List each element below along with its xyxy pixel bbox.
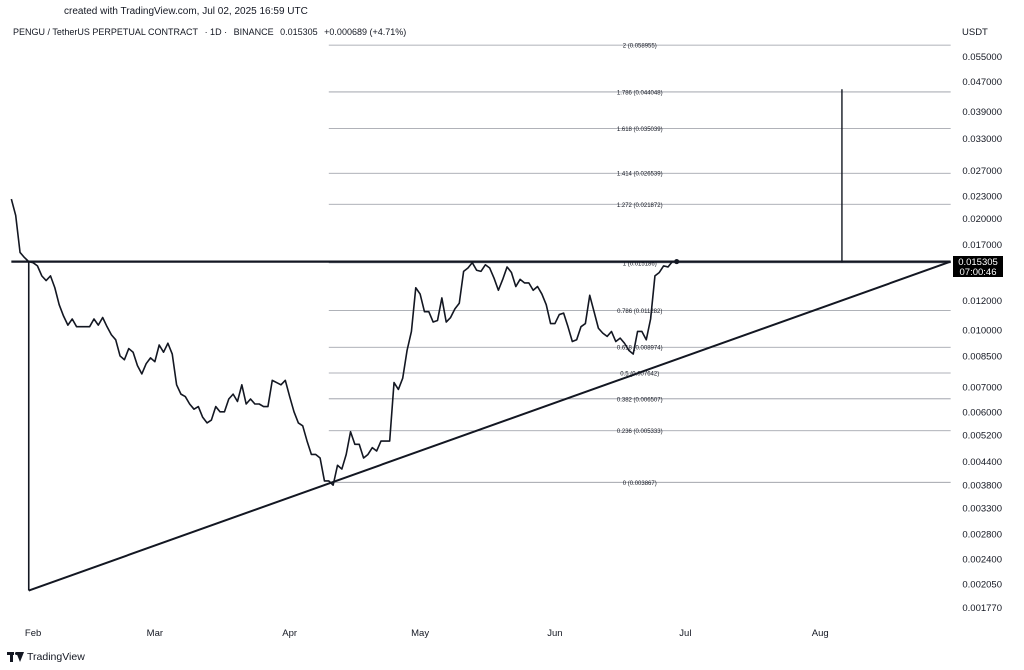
- price-axis[interactable]: 0.055000 0.047000 0.039000 0.033000 0.027000…: [962, 52, 1002, 614]
- time-axis-tick: Mar: [147, 628, 163, 639]
- last-price-dot: [674, 258, 680, 265]
- fib-level-label: 0.236 (0.005333): [617, 429, 663, 435]
- price-axis-tick: 0.003300: [962, 503, 1002, 514]
- tradingview-logo-icon: [7, 652, 24, 662]
- ascending-support-line[interactable]: [28, 260, 951, 592]
- bar-countdown: 07:00:46: [960, 267, 997, 278]
- last-price: 0.015305: [280, 27, 318, 37]
- price-axis-tick: 0.010000: [962, 325, 1002, 336]
- price-axis-tick: 0.033000: [962, 134, 1002, 145]
- price-axis-tick: 0.005200: [962, 430, 1002, 441]
- current-price-label: 0.015305 07:00:46: [953, 256, 1003, 278]
- fib-level-label: 2 (0.058955): [623, 44, 657, 50]
- price-axis-tick: 0.004400: [962, 457, 1002, 468]
- fib-level-label: 1.272 (0.021872): [617, 203, 663, 209]
- price-axis-tick: 0.023000: [962, 192, 1002, 203]
- fib-level-label: 0.382 (0.006507): [617, 397, 663, 403]
- price-axis-tick: 0.017000: [962, 240, 1002, 251]
- interval[interactable]: · 1D ·: [204, 27, 228, 37]
- price-axis-tick: 0.001770: [962, 603, 1002, 614]
- time-axis-tick: Apr: [282, 628, 297, 639]
- time-axis[interactable]: Feb Mar Apr May Jun Jul Aug: [25, 628, 829, 639]
- exchange: BINANCE: [233, 27, 274, 37]
- price-axis-tick: 0.002050: [962, 580, 1002, 591]
- price-axis-tick: 0.003800: [962, 481, 1002, 492]
- time-axis-tick: Jun: [547, 628, 562, 639]
- fib-level-label: 0 (0.003867): [623, 481, 657, 487]
- current-price-value: 0.015305: [958, 257, 998, 268]
- symbol-name[interactable]: PENGU / TetherUS PERPETUAL CONTRACT: [13, 27, 199, 37]
- price-axis-tick: 0.002800: [962, 530, 1002, 541]
- trend-drawings[interactable]: [11, 89, 951, 592]
- price-axis-tick: 0.008500: [962, 351, 1002, 362]
- price-axis-tick: 0.055000: [962, 52, 1002, 63]
- fib-level-label: 1.414 (0.026539): [617, 172, 663, 178]
- time-axis-tick: May: [411, 628, 429, 639]
- fib-level-label: 1.618 (0.035039): [617, 127, 663, 133]
- fibonacci-extension[interactable]: 2 (0.058955) 1.786 (0.044048) 1.618 (0.035…: [328, 44, 951, 487]
- price-axis-tick: 0.039000: [962, 107, 1002, 118]
- price-axis-tick: 0.007000: [962, 383, 1002, 394]
- price-series-line: [10, 198, 673, 486]
- fib-level-label: 0.5 (0.007642): [620, 372, 659, 378]
- price-axis-tick: 0.006000: [962, 407, 1002, 418]
- currency-label[interactable]: USDT: [962, 27, 988, 38]
- symbol-header: PENGU / TetherUS PERPETUAL CONTRACT · 1D…: [13, 27, 410, 37]
- price-change: +0.000689 (+4.71%): [324, 27, 407, 37]
- price-axis-tick: 0.027000: [962, 166, 1002, 177]
- time-axis-tick: Feb: [25, 628, 41, 639]
- fib-level-label: 1 (0.015186): [623, 261, 657, 267]
- price-axis-tick: 0.012000: [962, 296, 1002, 307]
- fib-level-label: 0.618 (0.008974): [617, 346, 663, 352]
- brand-name: TradingView: [27, 651, 85, 663]
- fib-level-label: 1.786 (0.044048): [617, 90, 663, 96]
- chart-caption: created with TradingView.com, Jul 02, 20…: [64, 6, 308, 17]
- footer-brand[interactable]: TradingView: [7, 651, 85, 663]
- fib-level-label: 0.786 (0.011282): [617, 309, 662, 315]
- price-axis-tick: 0.002400: [962, 554, 1002, 565]
- time-axis-tick: Aug: [812, 628, 829, 639]
- price-axis-tick: 0.047000: [962, 77, 1002, 88]
- price-axis-tick: 0.020000: [962, 214, 1002, 225]
- time-axis-tick: Jul: [679, 628, 691, 639]
